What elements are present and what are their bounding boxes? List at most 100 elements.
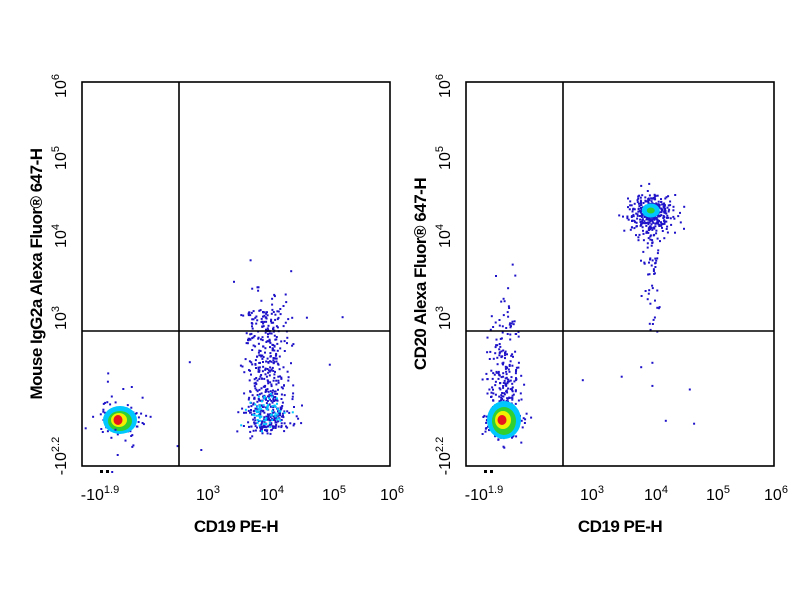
event-dot <box>670 223 673 226</box>
event-dot <box>510 387 513 390</box>
event-dot <box>267 369 270 372</box>
event-dot <box>341 316 344 319</box>
event-dot <box>641 220 643 223</box>
event-dot <box>507 305 510 308</box>
event-dot <box>255 414 258 417</box>
event-dot <box>270 368 273 371</box>
event-dot <box>130 406 133 409</box>
event-dot <box>280 386 283 389</box>
event-dot <box>283 422 286 425</box>
event-dot <box>265 388 267 391</box>
event-dot <box>520 419 523 422</box>
event-dot <box>275 423 278 426</box>
y-tick-label: 105 <box>50 146 70 170</box>
event-dot <box>263 320 266 323</box>
right-event-dots <box>481 182 696 473</box>
event-dot <box>499 337 502 340</box>
event-dot <box>149 415 152 418</box>
event-dot <box>268 393 271 396</box>
event-dot <box>643 220 646 223</box>
event-dot <box>266 408 269 411</box>
event-dot <box>627 197 629 200</box>
event-dot <box>135 412 138 415</box>
event-dot <box>109 403 112 406</box>
event-dot <box>258 404 261 407</box>
event-dot <box>487 425 489 428</box>
event-dot <box>258 370 261 373</box>
event-dot <box>284 321 287 324</box>
event-dot <box>262 322 265 325</box>
event-dot <box>132 444 135 447</box>
event-dot <box>674 231 676 234</box>
event-dot <box>134 413 137 415</box>
event-dot <box>658 306 661 309</box>
event-dot <box>493 373 496 376</box>
event-dot <box>649 225 652 228</box>
event-dot <box>265 312 268 315</box>
event-dot <box>277 379 280 382</box>
event-dot <box>272 409 275 411</box>
event-dot <box>672 205 675 208</box>
event-dot <box>254 363 257 365</box>
event-dot <box>264 331 267 334</box>
event-dot <box>651 287 654 290</box>
event-dot <box>512 355 514 358</box>
event-dot <box>651 239 654 242</box>
event-dot <box>275 398 277 401</box>
event-dot <box>647 201 650 204</box>
event-dot <box>503 392 506 395</box>
event-dot <box>648 194 651 197</box>
event-dot <box>261 325 264 328</box>
event-dot <box>644 196 647 199</box>
event-dot <box>643 215 646 218</box>
event-dot <box>286 410 289 413</box>
event-dot <box>505 400 508 402</box>
event-dot <box>250 409 252 411</box>
event-dot <box>256 426 258 429</box>
event-dot <box>508 363 511 366</box>
event-dot <box>261 400 263 403</box>
event-dot <box>266 357 269 360</box>
event-dot <box>639 215 641 217</box>
event-dot <box>275 383 278 386</box>
event-dot <box>110 395 113 398</box>
event-dot <box>116 433 119 436</box>
event-dot <box>257 342 260 345</box>
event-dot <box>664 209 667 212</box>
event-dot <box>502 386 505 389</box>
event-dot <box>259 428 262 430</box>
density-red <box>113 415 123 425</box>
event-dot <box>285 425 287 428</box>
event-dot <box>260 404 263 407</box>
event-dot <box>271 297 274 300</box>
event-dot <box>291 344 294 347</box>
event-dot <box>130 435 133 437</box>
event-dot <box>260 423 263 426</box>
event-dot <box>251 287 254 290</box>
event-dot <box>630 204 633 207</box>
event-dot <box>272 415 275 418</box>
event-dot <box>265 360 268 363</box>
event-dot <box>497 372 500 375</box>
event-dot <box>276 349 279 352</box>
event-dot <box>640 207 642 209</box>
event-dot <box>677 215 680 218</box>
event-dot <box>504 350 507 353</box>
event-dot <box>254 381 257 384</box>
event-dot <box>264 351 266 354</box>
event-dot <box>660 209 663 212</box>
event-dot <box>652 217 655 220</box>
event-dot <box>642 202 645 204</box>
event-dot <box>501 392 504 394</box>
event-dot <box>270 429 273 432</box>
event-dot <box>102 410 105 413</box>
event-dot <box>639 221 642 223</box>
event-dot <box>515 377 517 380</box>
event-dot <box>261 354 264 357</box>
event-dot <box>271 395 274 398</box>
event-dot <box>500 350 503 353</box>
event-dot <box>639 201 642 204</box>
event-dot <box>131 445 134 448</box>
event-dot <box>494 352 497 355</box>
event-dot <box>492 392 495 395</box>
